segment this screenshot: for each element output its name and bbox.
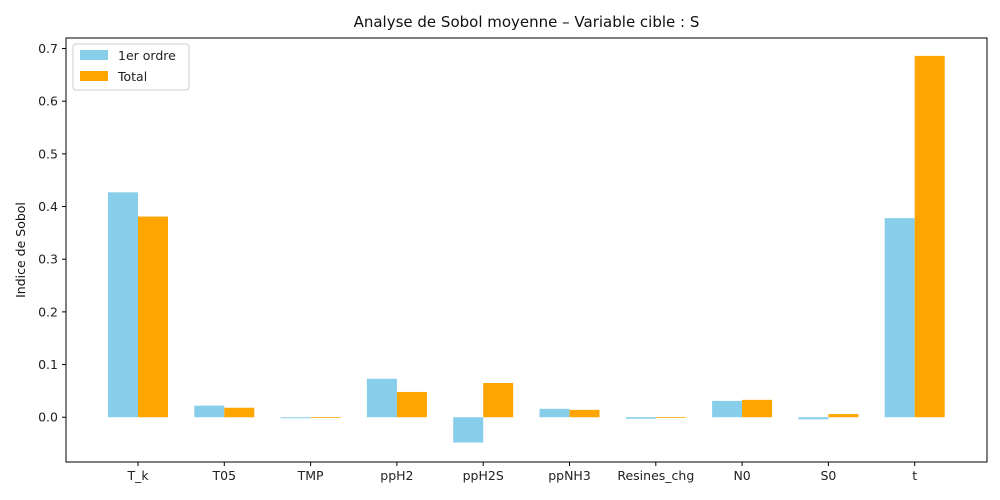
x-tick-label: ppH2S bbox=[463, 468, 504, 483]
y-axis-ticks: 0.0 0.1 0.2 0.3 0.4 0.5 0.6 0.7 bbox=[38, 41, 66, 425]
legend: 1er ordre Total bbox=[72, 43, 190, 91]
bars-group bbox=[108, 55, 945, 443]
bar-total-tmp bbox=[310, 417, 341, 419]
bar-1er-ordre-tmp bbox=[280, 417, 311, 419]
y-tick-label: 0.5 bbox=[38, 146, 58, 161]
y-tick-label: 0.4 bbox=[38, 199, 58, 214]
x-tick-label: T_k bbox=[126, 468, 149, 483]
x-tick-label: ppH2 bbox=[380, 468, 413, 483]
x-tick-label: TMP bbox=[297, 468, 324, 483]
x-axis-ticks: T_k T05 TMP ppH2 ppH2S ppNH3 Resines_chg N0 S0 t bbox=[126, 462, 917, 483]
x-tick-label: N0 bbox=[733, 468, 750, 483]
legend-label: Total bbox=[117, 69, 147, 84]
bar-total-pph2 bbox=[396, 391, 427, 418]
y-tick-label: 0.0 bbox=[38, 410, 58, 425]
plot-frame bbox=[65, 37, 988, 463]
legend-swatch bbox=[80, 71, 108, 81]
bar-1er-ordre-resines_chg bbox=[625, 417, 656, 419]
bar-1er-ordre-ppnh3 bbox=[539, 408, 570, 418]
bar-1er-ordre-pph2 bbox=[366, 378, 397, 418]
x-tick-label: T05 bbox=[212, 468, 237, 483]
y-tick-label: 0.3 bbox=[38, 252, 58, 267]
bar-total-t_k bbox=[138, 216, 168, 418]
x-tick-label: ppNH3 bbox=[548, 468, 591, 483]
bar-1er-ordre-t bbox=[884, 218, 915, 418]
bar-total-n0 bbox=[742, 399, 773, 418]
chart-title: Analyse de Sobol moyenne – Variable cibl… bbox=[354, 13, 700, 31]
y-tick-label: 0.7 bbox=[38, 41, 58, 56]
x-tick-label: Resines_chg bbox=[617, 468, 694, 483]
bar-1er-ordre-t_k bbox=[108, 192, 138, 418]
bar-total-resines_chg bbox=[655, 417, 686, 419]
bar-total-t05 bbox=[224, 407, 255, 418]
bar-1er-ordre-t05 bbox=[194, 405, 225, 418]
bar-total-t bbox=[914, 55, 945, 418]
y-tick-label: 0.1 bbox=[38, 357, 58, 372]
y-tick-label: 0.6 bbox=[38, 94, 58, 109]
bar-total-pph2s bbox=[483, 382, 514, 418]
bar-total-s0 bbox=[828, 414, 859, 418]
bar-1er-ordre-pph2s bbox=[453, 417, 484, 443]
bar-total-ppnh3 bbox=[569, 409, 600, 418]
x-tick-label: S0 bbox=[820, 468, 836, 483]
bar-1er-ordre-s0 bbox=[798, 417, 829, 420]
legend-label: 1er ordre bbox=[118, 48, 176, 63]
y-tick-label: 0.2 bbox=[38, 304, 58, 319]
x-tick-label: t bbox=[912, 468, 917, 483]
y-axis-label: Indice de Sobol bbox=[13, 202, 28, 298]
bar-1er-ordre-n0 bbox=[712, 400, 743, 418]
legend-swatch bbox=[80, 50, 108, 60]
